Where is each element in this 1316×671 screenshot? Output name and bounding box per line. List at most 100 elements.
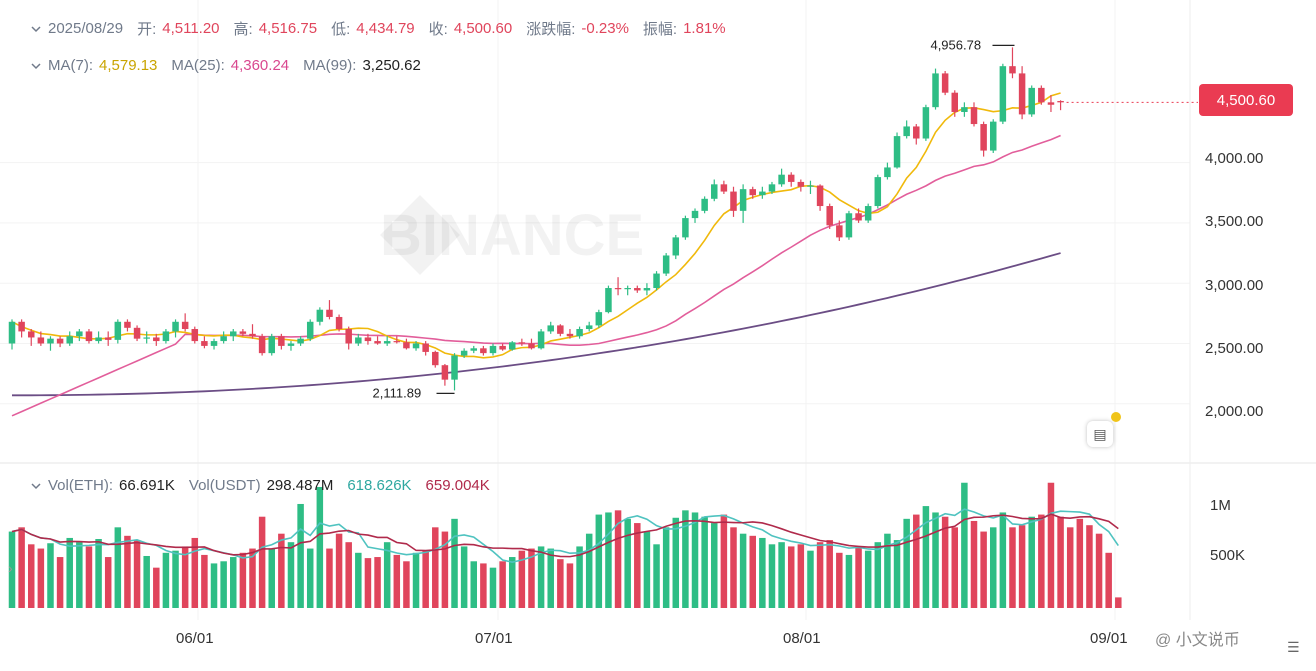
volume-bar — [1105, 552, 1112, 608]
volume-bar — [855, 546, 862, 608]
candle-body — [711, 184, 718, 199]
candle-body — [576, 329, 583, 337]
volume-bar — [826, 540, 833, 608]
volume-ma-line — [11, 513, 1119, 558]
volume-ma-line — [11, 508, 1119, 563]
candle-body — [76, 331, 83, 337]
volume-bar — [566, 563, 574, 608]
volume-bar — [961, 482, 968, 608]
volume-bar — [470, 561, 478, 608]
candle-body — [56, 338, 64, 344]
notes-icon[interactable]: ▤ — [1087, 421, 1113, 447]
ma25-line — [11, 134, 1061, 417]
volume-bar — [941, 516, 949, 608]
candle-body — [249, 333, 256, 337]
candle-body — [297, 338, 304, 344]
volume-legend: Vol(ETH): 66.691K Vol(USDT) 298.487M 618… — [30, 477, 498, 494]
candle-body — [855, 213, 862, 221]
candle-body — [701, 198, 708, 211]
volume-bar — [537, 546, 545, 608]
volume-bar — [653, 544, 660, 608]
volume-bar — [1066, 527, 1074, 608]
volume-bar — [643, 531, 651, 608]
volume-bar — [181, 546, 189, 608]
amplitude-value: 1.81% — [683, 20, 726, 37]
candle-body — [903, 126, 910, 137]
volume-bar — [797, 544, 805, 608]
candle-body — [1028, 87, 1035, 115]
ma99-label: MA(99): — [303, 57, 357, 74]
candle-body — [816, 185, 824, 207]
volume-bar — [124, 535, 131, 608]
candle-body — [432, 351, 439, 366]
candle-body — [287, 343, 295, 346]
chevron-down-icon[interactable] — [30, 480, 42, 492]
volume-bar — [451, 518, 458, 608]
volume-bar — [951, 527, 959, 608]
chevron-down-icon[interactable] — [30, 60, 42, 72]
volume-bar — [980, 531, 987, 608]
volume-bar — [95, 539, 102, 608]
candle-body — [489, 345, 497, 354]
volume-bar — [355, 552, 362, 608]
candle-body — [326, 309, 333, 317]
candle-body — [759, 191, 766, 196]
candle-body — [980, 124, 987, 151]
candle-body — [1018, 73, 1026, 115]
volume-bar — [56, 557, 64, 608]
candle-body — [480, 348, 487, 354]
volume-bar — [605, 512, 612, 608]
candle-body — [807, 185, 814, 187]
volume-bar — [787, 546, 795, 608]
watermark-handle: @ 小文说币 — [1155, 632, 1240, 649]
volume-bar — [441, 531, 449, 608]
candle-body — [547, 325, 554, 332]
candle-body — [749, 189, 756, 196]
chevron-down-icon[interactable] — [30, 23, 42, 35]
candle-body — [518, 342, 526, 344]
close-value: 4,500.60 — [453, 20, 513, 37]
volume-bar — [768, 544, 776, 608]
volume-bar — [153, 567, 160, 608]
volume-bar — [1076, 518, 1084, 608]
vol-usdt-value: 298.487M — [266, 477, 334, 494]
volume-bar — [364, 558, 372, 608]
volume-bar — [1038, 514, 1045, 608]
candle-body — [864, 206, 872, 221]
volume-bar — [970, 520, 978, 608]
candle-body — [162, 331, 170, 342]
candle-body — [566, 333, 574, 337]
volume-bar — [1009, 527, 1016, 608]
volume-bar — [210, 563, 218, 608]
volume-bar — [932, 512, 939, 608]
volume-bar — [403, 561, 410, 608]
volume-bar — [672, 517, 680, 608]
volume-bar — [422, 550, 429, 608]
collapse-icon[interactable]: ☰ — [1287, 639, 1300, 655]
volume-bar — [557, 559, 564, 608]
candle-body — [557, 325, 564, 334]
candle-body — [345, 329, 352, 344]
candle-body — [845, 213, 853, 238]
volume-bar — [518, 550, 526, 608]
high-annotation: 4,956.78 — [930, 37, 981, 52]
candle-body — [95, 337, 102, 342]
candle-body — [133, 327, 141, 339]
ma25-value: 4,360.24 — [230, 57, 290, 74]
candle-body — [691, 210, 699, 219]
chevron-right-icon[interactable]: › — [8, 560, 13, 576]
vol-ma1-value: 618.626K — [347, 477, 412, 494]
volume-bar — [1086, 525, 1093, 608]
volume-bar — [749, 535, 756, 608]
volume-bar — [585, 533, 593, 608]
volume-bar — [576, 546, 583, 608]
candle-body — [470, 348, 478, 351]
candle-body — [989, 121, 997, 151]
volume-bar — [306, 548, 314, 608]
candle-body — [585, 325, 593, 330]
candle-body — [172, 321, 179, 332]
volume-bar — [739, 533, 747, 608]
volume-bar — [999, 512, 1007, 608]
candle-body — [422, 343, 429, 352]
